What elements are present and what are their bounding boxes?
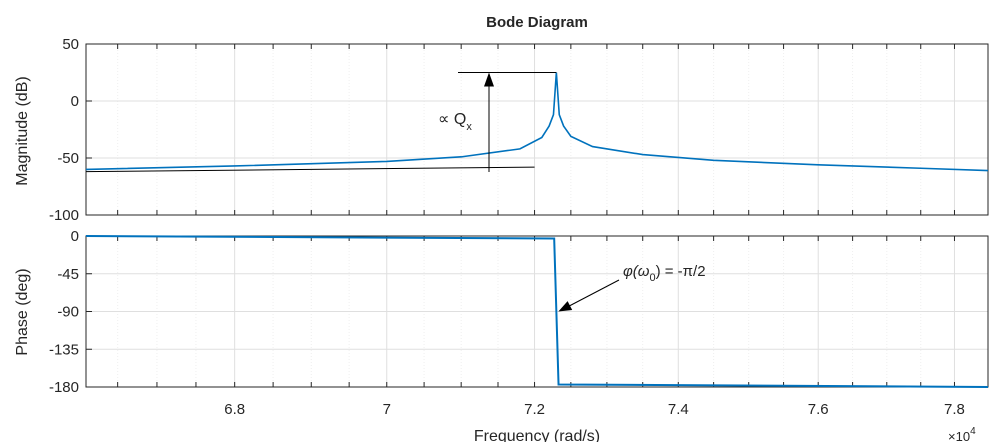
y-tick-label: 0	[71, 93, 79, 110]
x-exponent-base: ×10	[948, 429, 970, 442]
phase-grid	[86, 235, 988, 388]
phase-y-axis-label: Phase (deg)	[14, 268, 31, 355]
y-tick-label: -50	[57, 150, 79, 167]
phase-arrow-shaft	[566, 279, 620, 308]
phase-annotation-label: φ(ω0) = -π/2	[623, 263, 706, 284]
y-tick-label: -100	[49, 207, 79, 224]
y-tick-label: 0	[71, 228, 79, 245]
y-tick-label: -90	[57, 304, 79, 321]
x-tick-label: 7.6	[808, 401, 829, 418]
phase-arrow-head	[558, 301, 573, 312]
x-tick-label: 7.4	[668, 401, 689, 418]
x-tick-label: 7.2	[524, 401, 545, 418]
magnitude-y-ticks: 50 0 -50 -100	[49, 36, 92, 224]
q-annotation-text: ∝ Q	[438, 111, 466, 128]
magnitude-series-line	[85, 72, 989, 172]
phase-series-line	[85, 235, 989, 388]
x-exponent-power: 4	[970, 426, 976, 437]
x-tick-label: 6.8	[224, 401, 245, 418]
x-tick-label: 7.8	[944, 401, 965, 418]
magnitude-panel: 50 0 -50 -100 Magnitude (dB) ∝ Qx	[14, 36, 989, 224]
y-tick-label: -135	[49, 341, 79, 358]
phase-y-ticks: 0 -45 -90 -135 -180	[49, 228, 92, 396]
magnitude-reference-line	[85, 166, 535, 173]
phase-annotation-rest: ) = -π/2	[656, 263, 706, 280]
y-tick-label: 50	[62, 36, 79, 53]
phase-annotation-subscript: 0	[649, 272, 655, 284]
phase-panel: 0 -45 -90 -135 -180 6.8 7 7.2 7.4 7.6 7.8 Phase (…	[14, 228, 989, 418]
phase-x-ticks: 6.8 7 7.2 7.4 7.6 7.8	[117, 236, 965, 418]
magnitude-grid	[86, 43, 988, 216]
q-factor-annotation: ∝ Qx	[438, 72, 557, 172]
x-axis-label: Frequency (rad/s)	[474, 428, 600, 442]
x-tick-label: 7	[383, 401, 391, 418]
y-tick-label: -180	[49, 379, 79, 396]
magnitude-axes-box	[85, 43, 989, 216]
q-annotation-label: ∝ Qx	[438, 111, 472, 133]
magnitude-x-ticks	[117, 44, 955, 215]
phase-annotation-phi: φ(ω	[623, 263, 650, 280]
x-axis-exponent: ×104	[948, 426, 976, 442]
phase-annotation: φ(ω0) = -π/2	[558, 263, 706, 312]
q-arrow-head	[484, 72, 494, 87]
y-tick-label: -45	[57, 266, 79, 283]
magnitude-y-axis-label: Magnitude (dB)	[14, 76, 31, 185]
q-annotation-subscript: x	[466, 121, 472, 133]
chart-title: Bode Diagram	[486, 14, 588, 31]
